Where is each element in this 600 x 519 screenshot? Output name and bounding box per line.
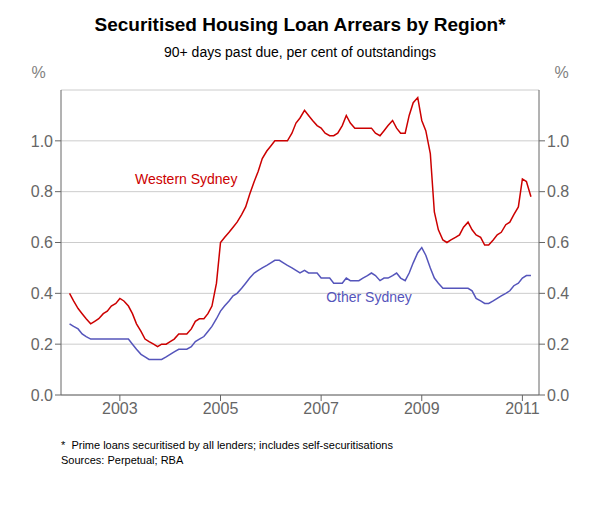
- svg-text:0.6: 0.6: [547, 234, 569, 251]
- svg-text:0.2: 0.2: [547, 336, 569, 353]
- svg-text:%: %: [31, 64, 45, 81]
- svg-text:0.0: 0.0: [547, 387, 569, 404]
- svg-text:%: %: [554, 64, 568, 81]
- svg-text:Other Sydney: Other Sydney: [326, 289, 412, 305]
- svg-text:2007: 2007: [303, 400, 339, 417]
- svg-text:0.4: 0.4: [31, 285, 53, 302]
- svg-text:0.8: 0.8: [547, 183, 569, 200]
- svg-text:0.8: 0.8: [31, 183, 53, 200]
- svg-text:2009: 2009: [404, 400, 440, 417]
- svg-text:2003: 2003: [102, 400, 138, 417]
- svg-text:0.4: 0.4: [547, 285, 569, 302]
- html-text:Securitised Housing Loan Arrea: Securitised Housing Loan Arrears by Regi…: [94, 14, 506, 35]
- html-text:90+ days past due, per cent of: 90+ days past due, per cent of outstandi…: [164, 44, 436, 60]
- svg-text:Western Sydney: Western Sydney: [135, 171, 237, 187]
- html-text:* Prime loans securitised by a: * Prime loans securitised by all lenders…: [61, 439, 393, 451]
- html-text:Sources: Perpetual; RBA: Sources: Perpetual; RBA: [61, 454, 184, 466]
- svg-text:0.0: 0.0: [31, 387, 53, 404]
- svg-text:2005: 2005: [203, 400, 239, 417]
- svg-text:1.0: 1.0: [547, 133, 569, 150]
- svg-text:0.6: 0.6: [31, 234, 53, 251]
- svg-text:0.2: 0.2: [31, 336, 53, 353]
- svg-text:2011: 2011: [505, 400, 540, 417]
- svg-text:1.0: 1.0: [31, 133, 53, 150]
